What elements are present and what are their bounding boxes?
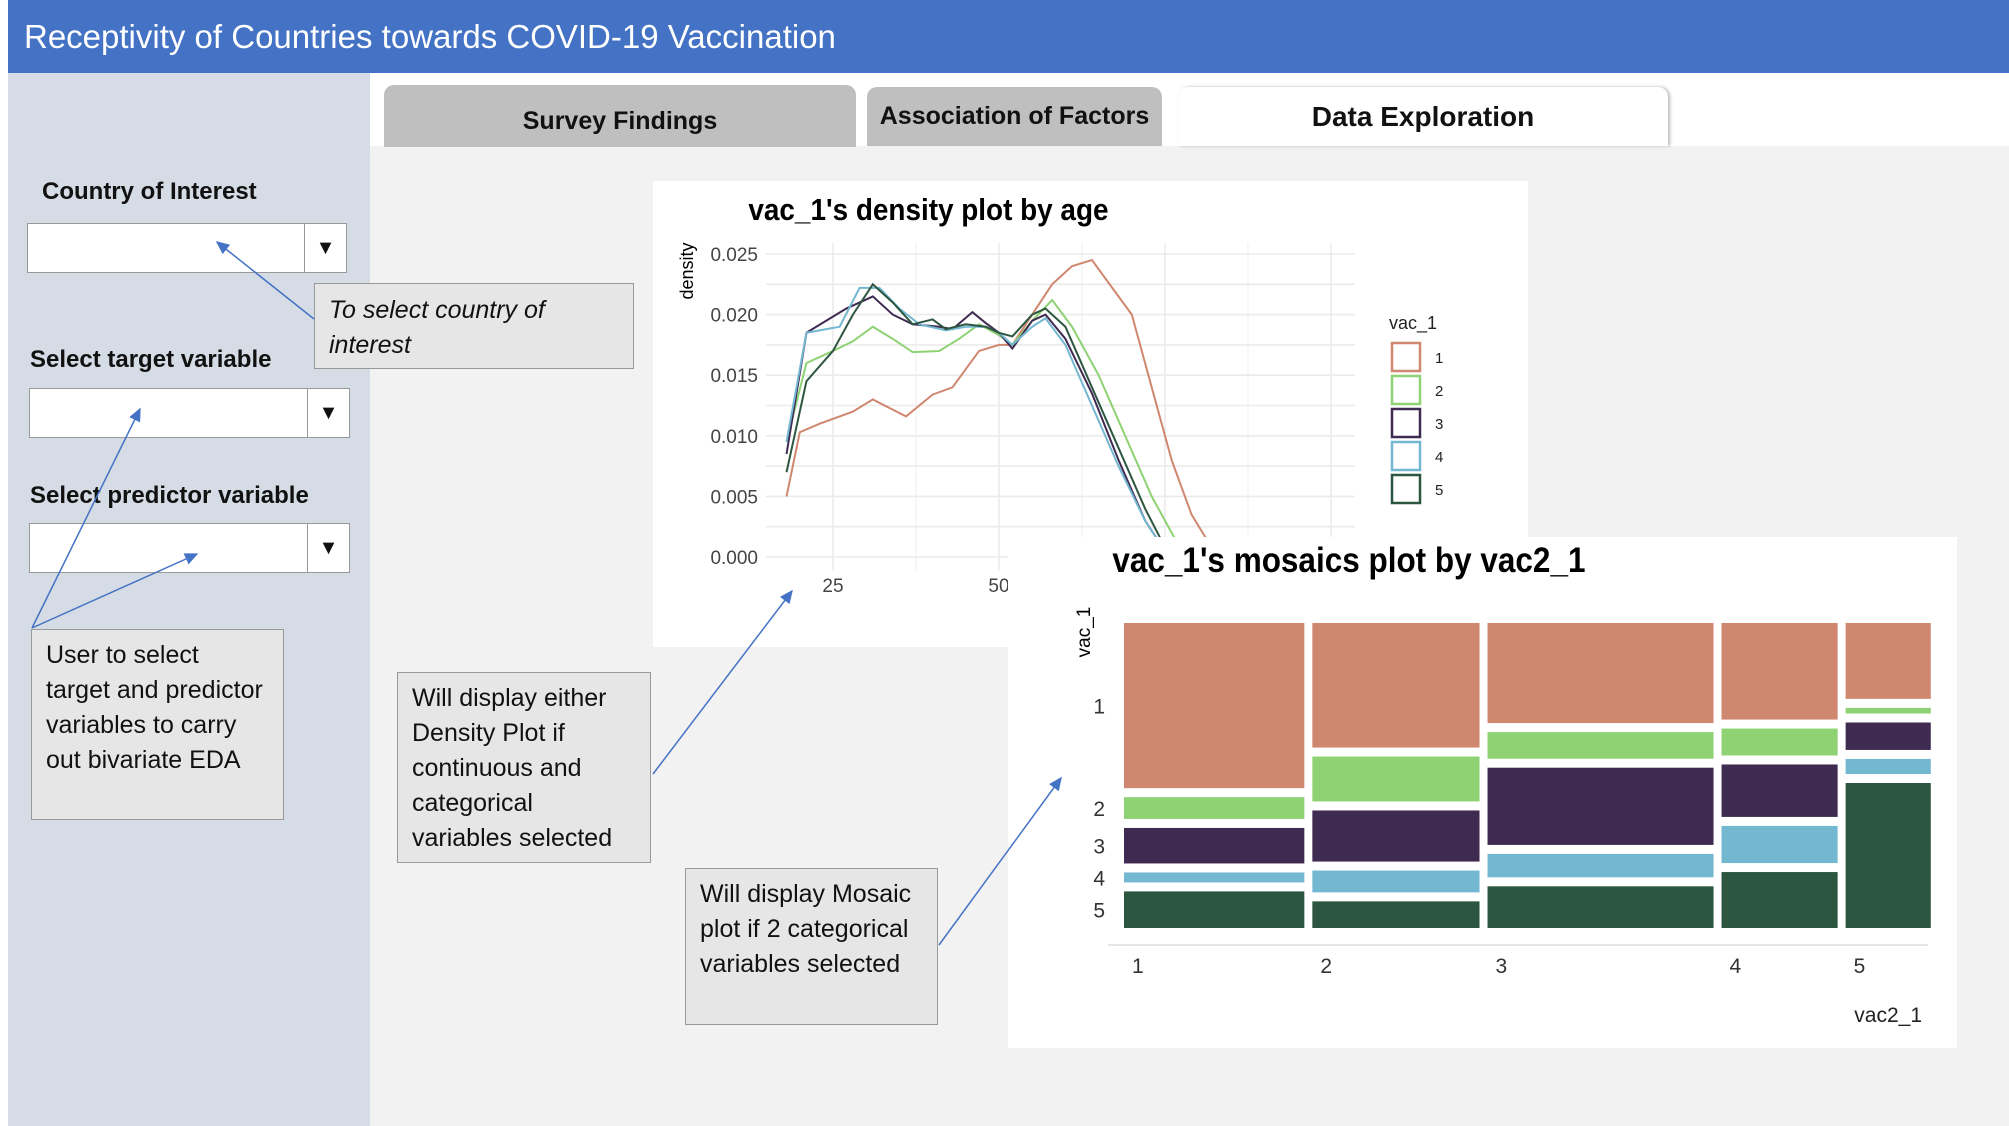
legend-key-5: [1390, 473, 1422, 505]
tab-association-of-factors[interactable]: Association of Factors: [867, 87, 1162, 146]
mosaic-cell: [1845, 758, 1931, 775]
mosaic-cell: [1312, 623, 1480, 748]
mosaic-callout: Will display Mosaic plot if 2 categorica…: [685, 868, 938, 1025]
mosaic-cell: [1312, 870, 1480, 893]
mosaic-title: vac_1's mosaics plot by vac2_1: [1112, 542, 1585, 581]
y-tick-label: 5: [1093, 900, 1105, 923]
tab-label: Survey Findings: [522, 106, 718, 135]
y-tick-label: 3: [1093, 836, 1105, 859]
mosaic-cell: [1721, 764, 1838, 817]
legend-label: 4: [1435, 449, 1443, 466]
y-tick-label: 0.020: [710, 306, 758, 327]
app-header: Receptivity of Countries towards COVID-1…: [8, 0, 2009, 73]
mosaic-cell: [1721, 623, 1838, 720]
mosaic-xlabel: vac2_1: [1854, 1004, 1922, 1027]
y-tick-label: 0.010: [710, 427, 758, 448]
legend-key-3: [1390, 407, 1422, 439]
mosaic-cell: [1487, 767, 1714, 845]
legend-label: 1: [1435, 350, 1443, 367]
x-tick-label: 1: [1132, 955, 1144, 978]
tab-label: Data Exploration: [1311, 100, 1535, 132]
country-callout: To select country of interest: [314, 283, 634, 369]
mosaic-cell: [1487, 853, 1714, 878]
country-dropdown[interactable]: ▼: [27, 223, 347, 273]
density-line-2: [785, 298, 1199, 558]
mosaic-ylabel: vac_1: [1074, 607, 1095, 658]
tab-label: Association of Factors: [879, 102, 1150, 130]
mosaic-cell: [1487, 886, 1714, 928]
mosaic-cell: [1124, 623, 1305, 789]
density-title: vac_1's density plot by age: [748, 193, 1108, 228]
x-tick-label: 2: [1320, 955, 1332, 978]
x-tick-label: 50: [988, 576, 1009, 597]
mosaic-cell: [1124, 827, 1305, 864]
density-line-1: [785, 258, 1226, 558]
mosaic-cell: [1312, 756, 1480, 802]
predictor-variable-dropdown[interactable]: ▼: [29, 523, 350, 573]
density-callout: Will display either Density Plot if cont…: [397, 672, 651, 863]
mosaic-cell: [1721, 728, 1838, 756]
y-tick-label: 0.005: [710, 487, 758, 508]
mosaic-cell: [1721, 872, 1838, 928]
mosaic-cell: [1845, 783, 1931, 928]
y-tick-label: 0.000: [710, 548, 758, 569]
mosaic-cell: [1312, 901, 1480, 928]
mosaic-cell: [1312, 810, 1480, 862]
mosaic-cell: [1124, 891, 1305, 928]
mosaic-cell: [1845, 722, 1931, 750]
legend-key-2: [1390, 374, 1422, 406]
mosaic-cell: [1845, 707, 1931, 714]
legend-label: 2: [1435, 383, 1443, 400]
y-tick-label: 1: [1093, 696, 1105, 719]
mosaic-cell: [1487, 732, 1714, 759]
y-tick-label: 0.015: [710, 366, 758, 387]
app-title: Receptivity of Countries towards COVID-1…: [24, 18, 836, 55]
mosaic-cell: [1487, 623, 1714, 724]
tab-data-exploration[interactable]: Data Exploration: [1178, 87, 1668, 146]
legend-key-1: [1390, 341, 1422, 373]
tab-survey-findings[interactable]: Survey Findings: [384, 85, 856, 147]
target-variable-dropdown[interactable]: ▼: [29, 388, 350, 438]
predictor-variable-label: Select predictor variable: [30, 482, 309, 509]
mosaic-cell: [1124, 872, 1305, 883]
variables-callout: User to select target and predictor vari…: [31, 629, 284, 820]
mosaic-cell: [1124, 797, 1305, 819]
mosaic-cell: [1721, 825, 1838, 864]
x-tick-label: 25: [822, 576, 843, 597]
legend-label: 3: [1435, 416, 1443, 433]
chevron-down-icon[interactable]: ▼: [304, 224, 346, 272]
chevron-down-icon[interactable]: ▼: [307, 389, 349, 437]
y-tick-label: 0.025: [710, 245, 758, 266]
legend-label: 5: [1435, 482, 1443, 499]
density-line-3: [785, 295, 1179, 558]
y-tick-label: 4: [1093, 867, 1105, 890]
mosaic-plot: 1 2 3 4 5 1 2 3 4 5 vac_1's mosaics plot by vac2_…: [1074, 542, 1931, 1027]
density-ylabel: density: [677, 242, 697, 299]
y-tick-label: 2: [1093, 798, 1105, 821]
density-line-5: [785, 282, 1179, 558]
legend-key-4: [1390, 440, 1422, 472]
x-tick-label: 5: [1854, 955, 1866, 978]
x-tick-label: 3: [1496, 955, 1508, 978]
x-tick-label: 4: [1730, 955, 1742, 978]
country-label: Country of Interest: [42, 178, 257, 205]
mosaic-plot-panel: 1 2 3 4 5 1 2 3 4 5 vac_1's mosaics plot by vac2_…: [1008, 537, 1957, 1048]
mosaic-cell: [1845, 623, 1931, 699]
target-variable-label: Select target variable: [30, 346, 272, 373]
legend-title: vac_1: [1389, 313, 1437, 334]
chevron-down-icon[interactable]: ▼: [307, 524, 349, 572]
